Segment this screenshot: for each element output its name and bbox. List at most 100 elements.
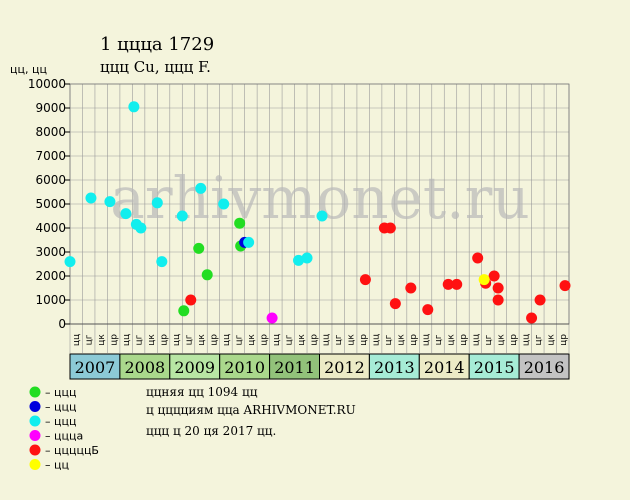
- y-tick-label: 7000: [35, 149, 66, 163]
- data-point: [405, 282, 417, 294]
- legend-marker: [29, 444, 41, 456]
- quarter-label: цк: [147, 334, 157, 346]
- data-point: [559, 280, 571, 292]
- data-point: [135, 222, 147, 234]
- y-tick-label: 1000: [35, 293, 66, 307]
- data-point: [492, 282, 504, 294]
- data-point: [266, 312, 278, 324]
- quarter-label: цк: [297, 334, 307, 346]
- year-band: [468, 353, 520, 380]
- quarter-label: цк: [97, 334, 107, 346]
- data-point: [193, 242, 205, 254]
- legend-marker: [29, 430, 41, 441]
- y-tick-label: 5000: [35, 197, 66, 211]
- data-point: [176, 210, 188, 222]
- year-label: 2012: [324, 358, 365, 377]
- year-label: 2010: [224, 358, 265, 377]
- y-tick-label: 3000: [35, 245, 66, 259]
- quarter-label: цг: [135, 334, 145, 345]
- data-point: [384, 222, 396, 234]
- quarter-label: цг: [234, 334, 244, 345]
- data-point: [128, 101, 140, 113]
- data-point: [120, 208, 132, 220]
- data-point: [442, 278, 454, 290]
- chart-title: 1 ццца 1729: [100, 34, 214, 55]
- quarter-label: цг: [85, 334, 95, 345]
- legend: – ццц– ццц– ццц– ццца– цццццБ– цц: [29, 386, 99, 472]
- legend-label: – ццца: [45, 430, 83, 443]
- data-point: [195, 182, 207, 194]
- data-point: [293, 254, 305, 266]
- y-tick-label: 2000: [35, 269, 66, 283]
- data-point: [104, 196, 116, 208]
- y-tick-label: 0: [58, 317, 66, 331]
- y-tick-label: 6000: [35, 173, 66, 187]
- quarter-label: цк: [347, 334, 357, 346]
- quarter-label: цг: [334, 334, 344, 345]
- quarter-label: цк: [197, 334, 207, 346]
- watermark: arhivmonet.ru: [110, 164, 529, 232]
- legend-marker: [29, 459, 41, 470]
- y-tick-label: 9000: [35, 101, 66, 115]
- quarter-label: цк: [397, 334, 407, 346]
- data-point: [218, 198, 230, 210]
- legend-label: – цц: [45, 459, 69, 472]
- legend-marker: [29, 386, 41, 398]
- quarter-label: цг: [434, 334, 444, 345]
- data-point: [534, 294, 546, 306]
- quarter-label: цр: [209, 334, 219, 346]
- data-point: [472, 252, 484, 264]
- year-band: [518, 353, 570, 380]
- data-point: [316, 210, 328, 222]
- y-tick-label: 8000: [35, 125, 66, 139]
- footer-line-1: ццняя цц 1094 цц: [146, 385, 258, 399]
- footer-notes: ццняя цц 1094 цц ц цццциям цца ARHIVMONE…: [146, 385, 356, 438]
- data-point: [389, 298, 401, 310]
- legend-marker: [29, 401, 41, 412]
- data-point: [488, 270, 500, 282]
- quarter-label: цг: [384, 334, 394, 345]
- year-label: 2007: [75, 358, 116, 377]
- data-point: [156, 256, 168, 268]
- year-band: [418, 353, 470, 380]
- quarter-label: цк: [247, 334, 257, 346]
- data-points: [64, 101, 571, 324]
- chart-subtitle: ццц Cu, ццц F.: [100, 58, 211, 76]
- data-point: [151, 197, 163, 209]
- quarter-label: цр: [459, 334, 469, 346]
- year-band: [69, 353, 121, 380]
- data-point: [201, 269, 213, 281]
- y-tick-label: 10000: [28, 77, 66, 91]
- year-band: [119, 353, 171, 380]
- data-point: [526, 312, 538, 324]
- data-point: [422, 304, 434, 316]
- quarter-label: цр: [309, 334, 319, 346]
- data-point: [178, 305, 190, 317]
- data-point: [185, 294, 197, 306]
- quarter-label: цр: [409, 334, 419, 346]
- footer-line-2: ц цццциям цца ARHIVMONET.RU: [146, 403, 356, 417]
- year-labels: 2007 2008 2009 2010 2011 2012 2013 2014 2015 2016: [69, 353, 570, 380]
- year-band: [219, 353, 271, 380]
- legend-label: – ццц: [45, 415, 76, 428]
- quarter-label: цц: [172, 334, 182, 346]
- footer-line-3: ццц ц 20 ця 2017 цц.: [146, 424, 276, 438]
- data-point: [234, 217, 246, 229]
- year-label: 2013: [374, 358, 415, 377]
- year-label: 2008: [124, 358, 165, 377]
- data-point: [451, 278, 463, 290]
- year-label: 2014: [424, 358, 465, 377]
- quarter-label: цр: [359, 334, 369, 346]
- quarter-label: цр: [259, 334, 269, 346]
- legend-marker: [29, 415, 41, 427]
- quarter-label: цг: [185, 334, 195, 345]
- quarter-label: цц: [72, 334, 82, 346]
- quarter-label: цк: [446, 334, 456, 346]
- legend-label: – цццццБ: [45, 444, 99, 457]
- quarter-label: цц: [422, 334, 432, 346]
- quarter-label: цц: [322, 334, 332, 346]
- quarter-label: цр: [559, 334, 569, 346]
- year-band: [319, 353, 370, 380]
- data-point: [492, 294, 504, 306]
- quarter-label: цр: [160, 334, 170, 346]
